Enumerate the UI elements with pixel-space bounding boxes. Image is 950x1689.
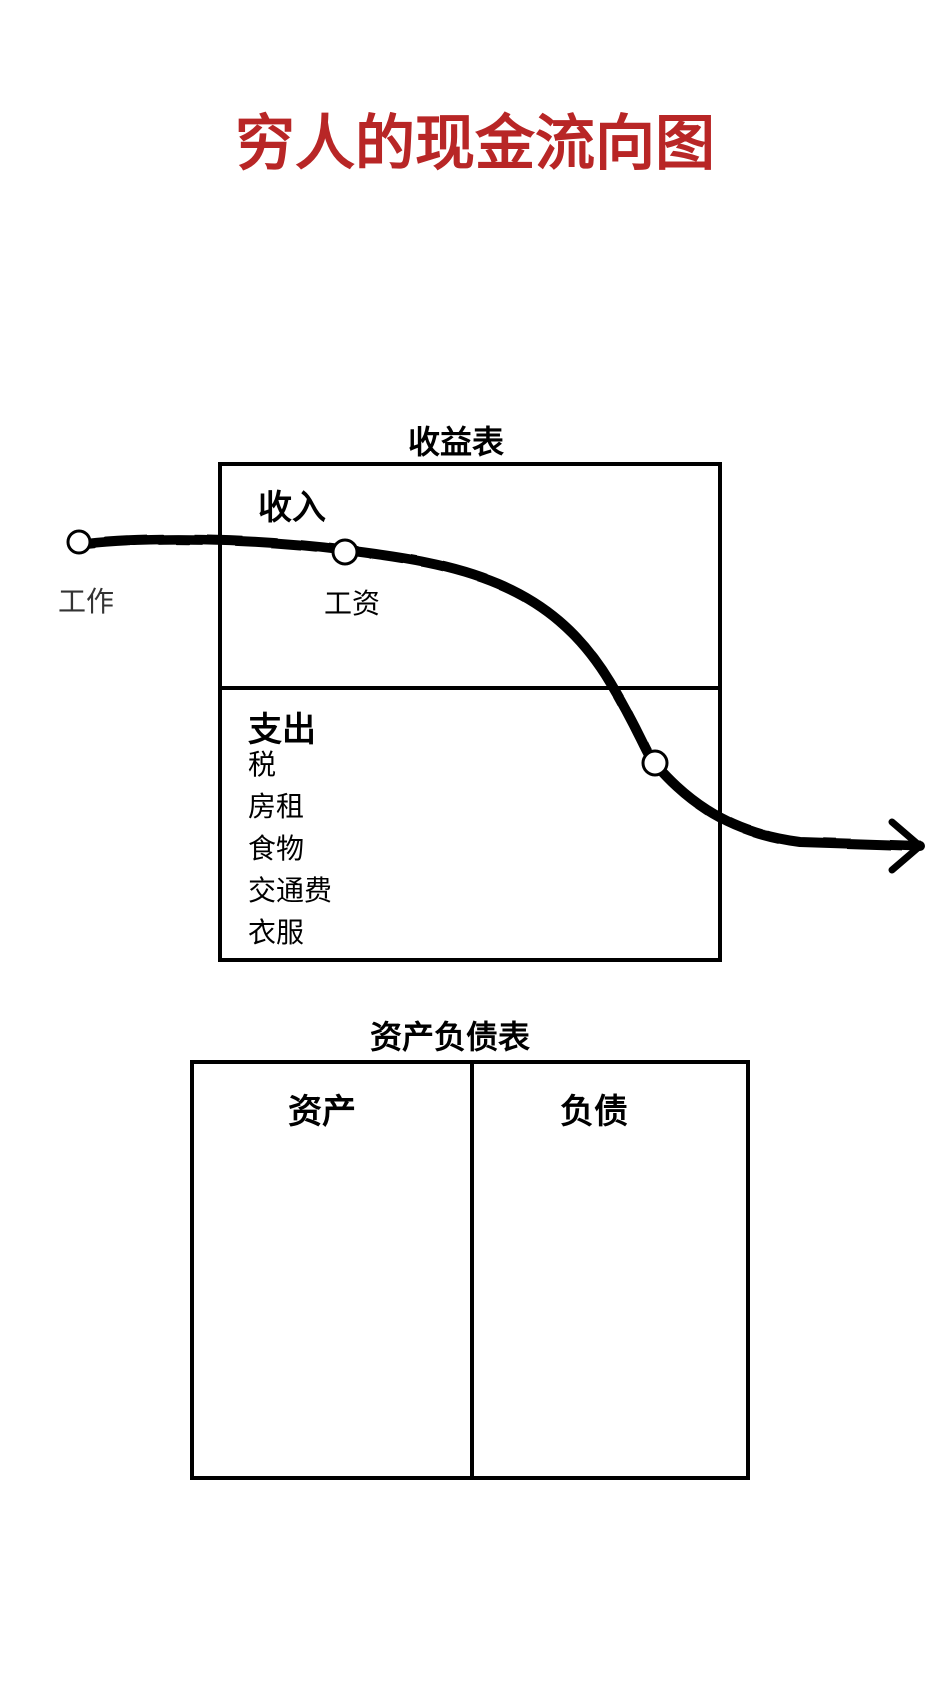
work-node-circle: [68, 531, 90, 553]
balance-sheet-label: 资产负债表: [370, 1012, 530, 1058]
expense-item-list: 税房租食物交通费衣服: [248, 744, 332, 954]
work-node-label: 工作: [58, 580, 114, 620]
liabilities-heading: 负债: [560, 1084, 628, 1133]
income-statement-label: 收益表: [408, 417, 504, 463]
cashflow-diagram: 收益表 收入 工资 支出 税房租食物交通费衣服 资产负债表 资产 负债 工作: [0, 182, 950, 1682]
expense-item: 交通费: [248, 870, 332, 912]
expense-item: 房租: [248, 786, 332, 828]
expense-item: 衣服: [248, 912, 332, 954]
salary-label: 工资: [324, 582, 380, 622]
page-title: 穷人的现金流向图: [0, 0, 950, 182]
income-expense-divider: [222, 686, 718, 690]
expense-item: 食物: [248, 828, 332, 870]
flow-arrowhead: [892, 822, 920, 870]
expense-item: 税: [248, 744, 332, 786]
assets-heading: 资产: [288, 1084, 356, 1133]
balance-sheet-box: [190, 1060, 750, 1480]
income-heading: 收入: [258, 480, 326, 529]
assets-liabilities-divider: [470, 1064, 474, 1476]
